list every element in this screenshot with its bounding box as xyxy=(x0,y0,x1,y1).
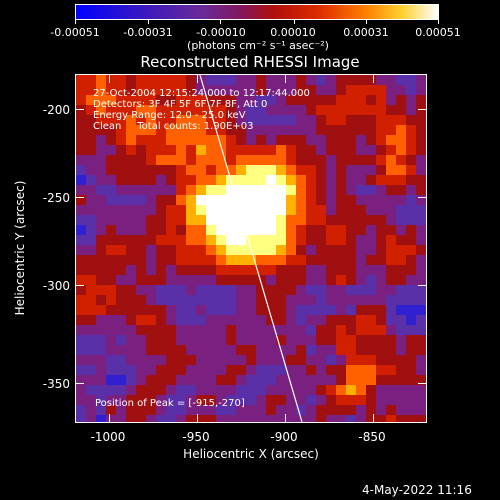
y-tick xyxy=(76,285,84,286)
annotation-time: 27-Oct-2004 12:15:24.000 to 12:17:44.000 xyxy=(93,88,310,99)
annotation-detectors: Detectors: 3F 4F 5F 6F 7F 8F, Att 0 xyxy=(93,99,268,110)
annotation-peak-position: Position of Peak = [-915,-270] xyxy=(95,398,245,409)
colorbar-tick-label: 0.00010 xyxy=(270,26,316,39)
y-tick xyxy=(418,109,426,110)
colorbar-gradient xyxy=(76,5,438,19)
colorbar-tick-label: -0.00031 xyxy=(123,26,173,39)
y-tick xyxy=(418,285,426,286)
x-axis-title: Heliocentric X (arcsec) xyxy=(183,447,319,461)
colorbar-tick xyxy=(75,20,76,24)
x-tick-label: -1000 xyxy=(90,430,126,444)
x-tick-label: -950 xyxy=(182,430,210,444)
x-tick xyxy=(109,414,110,422)
colorbar-tick xyxy=(220,20,221,24)
x-tick xyxy=(197,75,198,83)
y-tick xyxy=(418,197,426,198)
colorbar-tick-label: 0.00031 xyxy=(343,26,389,39)
y-tick xyxy=(418,383,426,384)
heatmap-image xyxy=(76,75,426,422)
y-tick xyxy=(76,383,84,384)
colorbar-tick xyxy=(148,20,149,24)
colorbar-units: (photons cm⁻² s⁻¹ asec⁻²) xyxy=(187,39,329,52)
y-axis-title: Heliocentric Y (arcsec) xyxy=(13,180,27,316)
x-tick xyxy=(197,414,198,422)
image-title: Reconstructed RHESSI Image xyxy=(140,53,360,71)
y-tick-label: -200 xyxy=(42,103,70,117)
limb-line xyxy=(199,75,303,422)
annotation-counts: Clean Total counts: 1.90E+03 xyxy=(93,121,254,132)
footer-timestamp: 4-May-2022 11:16 xyxy=(362,483,472,497)
x-tick xyxy=(373,414,374,422)
x-tick xyxy=(285,75,286,83)
x-tick xyxy=(373,75,374,83)
colorbar-tick-label: -0.00010 xyxy=(196,26,246,39)
y-tick-label: -300 xyxy=(42,279,70,293)
y-tick-label: -350 xyxy=(42,377,70,391)
x-tick xyxy=(285,414,286,422)
y-tick-label: -250 xyxy=(42,191,70,205)
colorbar-tick xyxy=(366,20,367,24)
colorbar-tick-label: 0.00051 xyxy=(415,26,461,39)
x-tick xyxy=(109,75,110,83)
colorbar-tick xyxy=(438,20,439,24)
annotation-energy: Energy Range: 12.0 - 25.0 keV xyxy=(93,110,246,121)
x-tick-label: -900 xyxy=(270,430,298,444)
colorbar xyxy=(75,4,439,20)
rhessi-image-plot[interactable]: 27-Oct-2004 12:15:24.000 to 12:17:44.000… xyxy=(75,74,427,423)
y-tick xyxy=(76,197,84,198)
colorbar-tick xyxy=(294,20,295,24)
colorbar-tick-label: -0.00051 xyxy=(50,26,100,39)
y-tick xyxy=(76,109,84,110)
x-tick-label: -850 xyxy=(358,430,386,444)
